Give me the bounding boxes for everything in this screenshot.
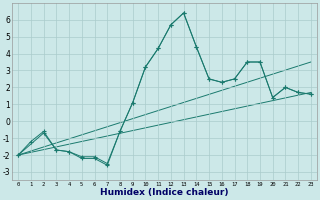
- X-axis label: Humidex (Indice chaleur): Humidex (Indice chaleur): [100, 188, 229, 197]
